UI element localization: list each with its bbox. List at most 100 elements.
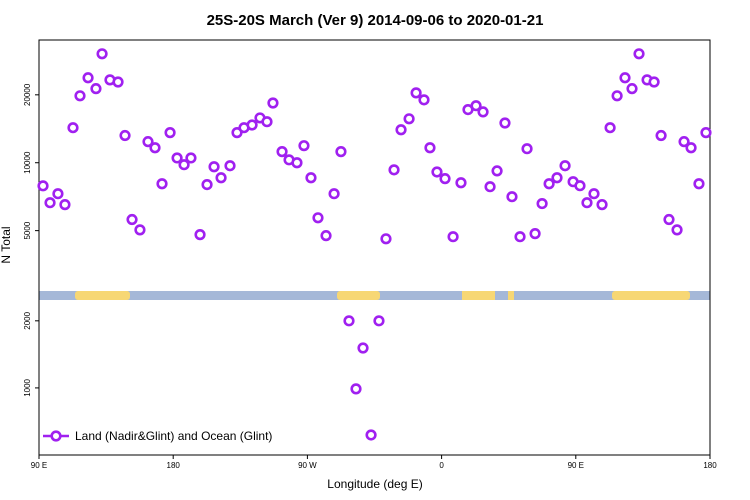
- data-point: [693, 178, 705, 190]
- data-point: [267, 97, 279, 109]
- data-point: [134, 224, 146, 236]
- data-point: [655, 129, 667, 142]
- y-tick-label: 20000: [23, 83, 32, 106]
- data-point: [357, 342, 369, 354]
- data-point: [291, 157, 303, 169]
- data-point: [506, 191, 518, 203]
- data-point: [335, 146, 347, 158]
- data-point: [581, 197, 593, 209]
- data-point: [619, 72, 631, 84]
- data-point: [149, 142, 161, 154]
- data-point: [37, 180, 49, 192]
- data-point: [52, 188, 64, 200]
- data-point: [67, 122, 79, 134]
- data-point: [276, 146, 288, 158]
- data-point: [447, 231, 459, 243]
- data-point: [596, 199, 608, 211]
- data-point: [59, 199, 71, 211]
- data-point: [312, 212, 324, 224]
- data-point: [431, 166, 443, 178]
- data-point: [142, 136, 154, 148]
- data-point: [410, 87, 422, 99]
- data-point: [365, 429, 377, 441]
- data-point: [543, 178, 555, 190]
- data-point: [521, 143, 533, 155]
- y-tick-label: 10000: [23, 151, 32, 174]
- data-point: [604, 122, 616, 134]
- x-tick-label: 0: [439, 461, 444, 470]
- data-point: [305, 172, 317, 184]
- data-point: [185, 152, 197, 164]
- data-point: [82, 72, 94, 84]
- data-point: [380, 233, 392, 245]
- x-tick-label: 180: [167, 461, 181, 470]
- data-point: [559, 160, 571, 172]
- data-point: [700, 127, 712, 139]
- data-point: [574, 180, 586, 192]
- y-tick-label: 5000: [23, 221, 32, 239]
- data-point: [678, 136, 690, 148]
- data-point: [626, 83, 638, 95]
- data-point: [499, 117, 511, 129]
- data-point: [208, 161, 220, 173]
- legend-label: Land (Nadir&Glint) and Ocean (Glint): [75, 429, 272, 443]
- data-point: [671, 224, 683, 236]
- data-point: [201, 178, 213, 191]
- data-point: [178, 159, 190, 171]
- data-point: [455, 177, 467, 189]
- data-point: [551, 172, 563, 184]
- data-point: [491, 165, 503, 177]
- data-point: [171, 152, 183, 164]
- data-point: [298, 140, 310, 152]
- data-point: [194, 229, 206, 241]
- data-point: [156, 178, 168, 190]
- data-point: [90, 83, 102, 95]
- data-point: [246, 119, 258, 131]
- chart-title: 25S-20S March (Ver 9) 2014-09-06 to 2020…: [207, 12, 544, 29]
- x-tick-label: 90 E: [31, 461, 47, 470]
- data-point: [633, 48, 645, 60]
- data-point: [74, 90, 86, 102]
- data-point: [470, 100, 482, 112]
- data-point: [395, 124, 407, 136]
- data-point: [126, 213, 138, 226]
- land-ocean-strip: [39, 291, 710, 300]
- data-point: [350, 383, 362, 395]
- data-point: [388, 164, 400, 176]
- data-point: [328, 188, 340, 200]
- y-tick-label: 1000: [23, 378, 32, 396]
- data-point: [320, 230, 332, 242]
- data-point: [477, 106, 489, 118]
- data-point: [215, 172, 227, 184]
- x-tick-label: 90 E: [568, 461, 584, 470]
- x-tick-label: 90 W: [298, 461, 317, 470]
- data-point: [96, 48, 108, 60]
- data-point: [403, 113, 415, 125]
- data-point: [648, 76, 660, 88]
- data-point: [373, 315, 385, 327]
- data-point: [439, 173, 451, 185]
- data-point: [529, 228, 541, 240]
- data-point: [611, 90, 623, 102]
- y-axis-label: N Total: [0, 226, 13, 263]
- data-point: [112, 76, 124, 88]
- data-point: [44, 197, 56, 209]
- data-point: [164, 127, 176, 139]
- data-point: [343, 315, 355, 327]
- data-point: [484, 181, 496, 193]
- data-point: [588, 188, 600, 200]
- legend-marker: [50, 430, 62, 442]
- x-tick-label: 180: [703, 461, 717, 470]
- x-axis-label: Longitude (deg E): [327, 477, 422, 491]
- data-point: [224, 160, 236, 172]
- y-tick-label: 2000: [23, 311, 32, 329]
- data-point: [261, 116, 273, 128]
- data-point: [663, 213, 675, 226]
- data-point: [514, 231, 526, 243]
- plot-frame: [38, 39, 711, 456]
- data-point: [685, 142, 697, 154]
- data-point: [536, 197, 548, 210]
- data-point: [119, 129, 131, 142]
- data-point: [424, 142, 436, 154]
